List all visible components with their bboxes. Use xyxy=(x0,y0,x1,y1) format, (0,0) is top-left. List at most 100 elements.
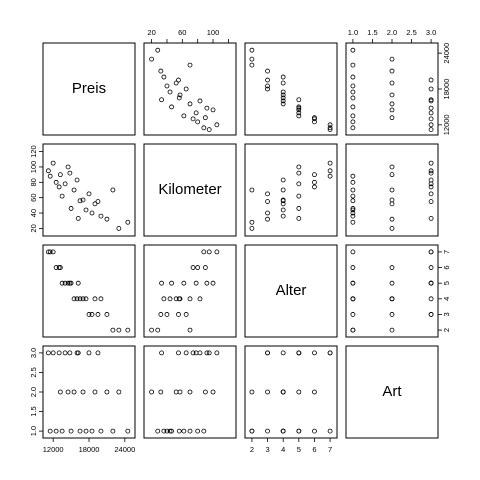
point-art-vs-preis-14 xyxy=(77,428,83,434)
point-preis-vs-alter-17 xyxy=(265,86,270,92)
point-preis-vs-art-22 xyxy=(389,68,395,74)
point-alter-vs-preis-2 xyxy=(50,249,56,255)
point-alter-vs-preis-5 xyxy=(57,265,63,270)
point-art-vs-preis-4 xyxy=(56,350,62,356)
point-preis-vs-alter-11 xyxy=(280,101,286,107)
x-tick-label-kilometer-2: 60 xyxy=(178,28,186,37)
point-preis-vs-alter-2 xyxy=(327,122,333,128)
point-kilometer-vs-alter-5 xyxy=(312,172,317,178)
variable-label-alter: Alter xyxy=(276,282,307,299)
point-kilometer-vs-preis-19 xyxy=(92,201,98,207)
point-kilometer-vs-art-14 xyxy=(350,198,356,204)
point-alter-vs-kilometer-13 xyxy=(159,280,164,286)
point-preis-vs-kilometer-3 xyxy=(195,119,201,125)
point-alter-vs-kilometer-18 xyxy=(164,312,170,317)
panel-alter-vs-preis xyxy=(42,244,136,338)
variable-label-preis: Preis xyxy=(72,80,106,97)
point-art-vs-preis-6 xyxy=(59,428,65,434)
point-alter-vs-art-5 xyxy=(389,265,395,270)
y-tick-label-preis-1: 18000 xyxy=(442,79,451,100)
point-preis-vs-kilometer-6 xyxy=(181,113,187,119)
panel-art-vs-kilometer xyxy=(143,345,237,439)
panel-alter-vs-art xyxy=(345,244,439,338)
point-art-vs-preis-17 xyxy=(86,350,92,356)
point-kilometer-vs-art-17 xyxy=(428,191,434,197)
y-tick-label-art-3: 2.5 xyxy=(29,367,38,377)
point-art-vs-preis-0 xyxy=(45,350,51,356)
point-kilometer-vs-art-18 xyxy=(350,210,356,216)
x-tick-label-alter-0: 2 xyxy=(250,445,254,454)
point-kilometer-vs-art-11 xyxy=(389,187,395,193)
point-kilometer-vs-alter-6 xyxy=(296,193,302,199)
point-kilometer-vs-preis-18 xyxy=(89,210,95,216)
point-art-vs-alter-4 xyxy=(312,350,317,356)
point-preis-vs-kilometer-19 xyxy=(173,80,179,86)
point-alter-vs-kilometer-5 xyxy=(202,265,208,270)
point-art-vs-alter-10 xyxy=(296,428,302,434)
point-alter-vs-preis-18 xyxy=(89,312,95,317)
point-alter-vs-preis-7 xyxy=(62,280,68,286)
point-kilometer-vs-preis-25 xyxy=(125,219,131,225)
point-kilometer-vs-art-22 xyxy=(389,216,395,222)
point-art-vs-preis-13 xyxy=(75,350,81,356)
point-kilometer-vs-preis-15 xyxy=(80,197,86,203)
x-tick-label-alter-4: 6 xyxy=(312,445,316,454)
point-kilometer-vs-art-4 xyxy=(428,184,434,190)
point-kilometer-vs-alter-20 xyxy=(265,199,270,204)
point-preis-vs-alter-15 xyxy=(280,92,286,98)
point-alter-vs-art-3 xyxy=(350,265,356,270)
y-tick-label-art-0: 1.0 xyxy=(29,426,38,436)
y-tick-label-alter-2: 4 xyxy=(442,297,451,301)
point-preis-vs-kilometer-21 xyxy=(161,74,167,80)
point-preis-vs-kilometer-18 xyxy=(164,83,170,89)
point-art-vs-kilometer-9 xyxy=(204,350,210,356)
point-alter-vs-preis-17 xyxy=(86,312,92,317)
point-preis-vs-alter-16 xyxy=(280,89,286,95)
point-kilometer-vs-alter-1 xyxy=(327,173,333,179)
point-kilometer-vs-preis-7 xyxy=(62,181,68,187)
point-alter-vs-preis-22 xyxy=(104,312,110,317)
y-tick-label-alter-3: 5 xyxy=(442,281,451,285)
point-kilometer-vs-preis-1 xyxy=(47,173,53,179)
point-alter-vs-art-4 xyxy=(428,265,434,270)
point-alter-vs-preis-14 xyxy=(77,296,83,302)
point-alter-vs-art-8 xyxy=(389,280,395,286)
point-preis-vs-art-20 xyxy=(428,77,434,83)
point-kilometer-vs-alter-8 xyxy=(296,164,302,170)
point-art-vs-preis-20 xyxy=(95,350,101,356)
point-art-vs-kilometer-12 xyxy=(197,350,203,356)
point-kilometer-vs-alter-2 xyxy=(327,160,333,166)
point-preis-vs-art-13 xyxy=(428,97,434,103)
panel-preis-vs-alter xyxy=(244,42,338,136)
x-tick-label-art-3: 2.5 xyxy=(406,28,416,37)
y-tick-label-kilometer-4: 100 xyxy=(29,161,38,174)
point-kilometer-vs-alter-21 xyxy=(280,213,286,219)
point-alter-vs-art-24 xyxy=(389,327,395,333)
point-art-vs-preis-18 xyxy=(89,428,95,434)
variable-label-art: Art xyxy=(382,383,402,400)
point-alter-vs-art-13 xyxy=(428,280,434,286)
point-kilometer-vs-preis-2 xyxy=(50,160,56,166)
point-preis-vs-kilometer-0 xyxy=(206,127,212,133)
point-preis-vs-alter-22 xyxy=(265,68,270,74)
point-kilometer-vs-art-13 xyxy=(428,216,434,221)
point-preis-vs-alter-14 xyxy=(280,95,286,101)
point-art-vs-kilometer-19 xyxy=(173,389,179,395)
point-kilometer-vs-alter-4 xyxy=(312,184,317,190)
point-art-vs-kilometer-8 xyxy=(210,389,216,395)
x-tick-label-alter-2: 4 xyxy=(281,445,285,454)
point-art-vs-preis-10 xyxy=(68,428,74,434)
point-preis-vs-alter-8 xyxy=(296,107,302,113)
point-kilometer-vs-art-16 xyxy=(350,207,356,213)
point-art-vs-kilometer-1 xyxy=(201,428,207,434)
point-preis-vs-art-8 xyxy=(389,107,395,113)
point-art-vs-preis-19 xyxy=(92,389,98,395)
point-kilometer-vs-art-5 xyxy=(389,172,395,178)
point-preis-vs-art-10 xyxy=(350,104,356,110)
x-tick-label-art-0: 1.0 xyxy=(348,28,358,37)
point-kilometer-vs-preis-10 xyxy=(68,206,74,211)
point-preis-vs-kilometer-16 xyxy=(167,89,173,95)
point-alter-vs-kilometer-22 xyxy=(158,312,164,317)
point-art-vs-alter-24 xyxy=(249,389,255,395)
point-art-vs-preis-25 xyxy=(125,428,131,434)
